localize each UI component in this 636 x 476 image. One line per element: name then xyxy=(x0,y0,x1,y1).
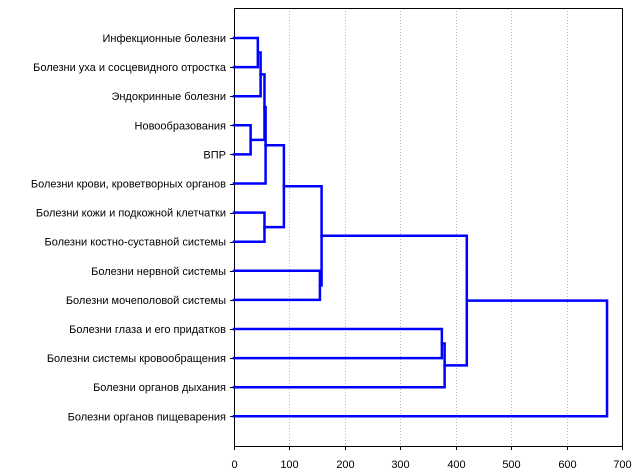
leaf-label: Болезни системы кровообращения xyxy=(47,353,226,365)
leaf-labels: Инфекционные болезни Болезни уха и сосцев… xyxy=(31,33,234,423)
leaf-label: Болезни глаза и его придатков xyxy=(69,324,226,336)
leaf-label: ВПР xyxy=(203,149,226,161)
leaf-label: Болезни крови, кроветворных органов xyxy=(31,179,226,191)
dendrogram-link xyxy=(232,342,446,389)
dendrogram-link xyxy=(249,73,266,142)
dendrogram-link xyxy=(232,211,266,243)
leaf-label: Болезни органов пищеварения xyxy=(68,411,226,423)
leaf-label: Болезни органов дыхания xyxy=(93,382,226,394)
leaf-label: Новообразования xyxy=(135,120,227,132)
grid-lines xyxy=(289,8,568,446)
dendrogram-link xyxy=(232,36,260,69)
dendrogram-link xyxy=(232,269,322,302)
x-tick-label: 400 xyxy=(447,459,465,471)
dendrogram-link xyxy=(263,144,286,229)
dendrogram-link xyxy=(232,299,609,418)
leaf-label: Болезни мочеполовой системы xyxy=(66,295,226,307)
x-tick-label: 0 xyxy=(231,459,237,471)
x-tick-label: 200 xyxy=(336,459,354,471)
leaf-label: Болезни нервной системы xyxy=(91,266,226,278)
leaf-label: Инфекционные болезни xyxy=(103,33,227,45)
x-axis: 0 100 200 300 400 500 600 700 xyxy=(231,446,632,471)
dendrogram-link xyxy=(232,124,252,156)
x-tick-label: 500 xyxy=(502,459,520,471)
x-tick-label: 600 xyxy=(558,459,576,471)
x-tick-label: 100 xyxy=(280,459,298,471)
x-tick-label: 300 xyxy=(391,459,409,471)
dendrogram-link xyxy=(232,327,444,360)
leaf-label: Болезни костно-суставной системы xyxy=(45,237,227,249)
leaf-label: Болезни кожи и подкожной клетчатки xyxy=(36,208,226,220)
x-tick-label: 700 xyxy=(613,459,631,471)
leaf-label: Болезни уха и сосцевидного отростка xyxy=(33,62,227,74)
dendrogram-links xyxy=(232,36,609,418)
leaf-label: Эндокринные болезни xyxy=(111,91,226,103)
plot-frame xyxy=(234,8,623,447)
